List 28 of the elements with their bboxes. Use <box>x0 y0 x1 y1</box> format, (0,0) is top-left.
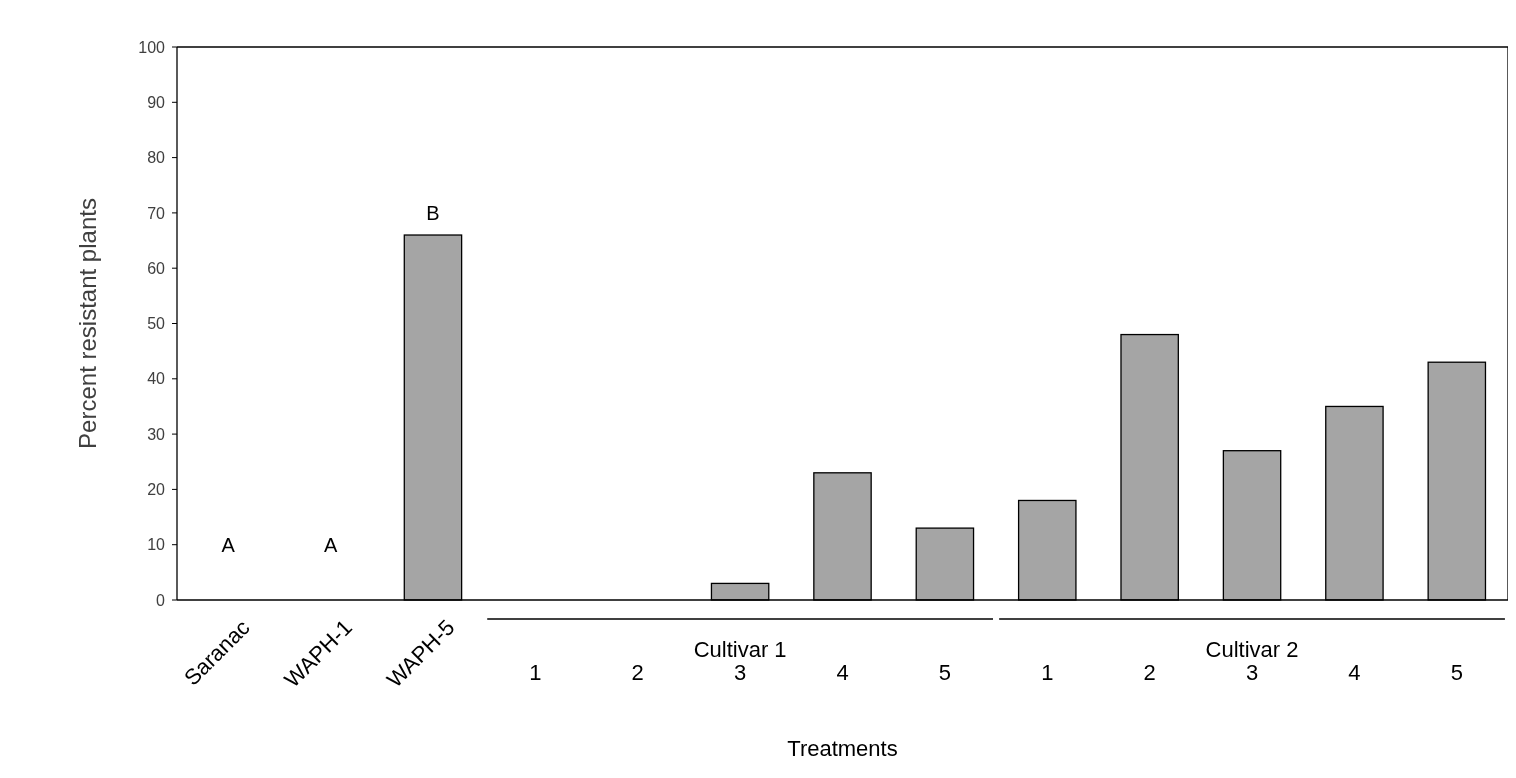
y-tick-label: 20 <box>147 481 166 498</box>
data-label: A <box>221 534 236 556</box>
x-tick-label: 1 <box>529 660 542 685</box>
x-tick-label: 5 <box>1450 660 1463 685</box>
x-tick-label: 4 <box>1348 660 1361 685</box>
data-label: A <box>323 534 338 556</box>
y-tick-label: 80 <box>147 149 166 167</box>
y-tick-label: 100 <box>138 38 166 56</box>
x-tick-label: 4 <box>836 660 849 685</box>
y-tick-label: 60 <box>147 259 166 277</box>
x-axis-title: Treatments <box>787 736 898 761</box>
y-axis-title: Percent resistant plants <box>74 198 101 449</box>
x-tick-label: 2 <box>1143 660 1156 685</box>
y-tick-label: 10 <box>147 536 166 554</box>
y-tick-label: 90 <box>147 93 166 111</box>
y-tick-label: 70 <box>147 204 166 222</box>
y-tick-label: 30 <box>147 425 166 443</box>
x-tick-label: 1 <box>1041 660 1054 685</box>
y-tick-label: 50 <box>147 315 166 333</box>
text: Cultivar 1 <box>693 637 787 662</box>
x-tick-label: 2 <box>631 660 644 685</box>
data-label: B <box>426 202 440 225</box>
x-tick-label: 3 <box>733 660 747 685</box>
x-tick-label: 3 <box>1245 660 1259 685</box>
y-tick-label: 0 <box>156 591 166 609</box>
text: Cultivar 2 <box>1205 637 1299 662</box>
y-tick-label: 40 <box>147 370 166 388</box>
x-tick-label: 5 <box>938 660 952 685</box>
